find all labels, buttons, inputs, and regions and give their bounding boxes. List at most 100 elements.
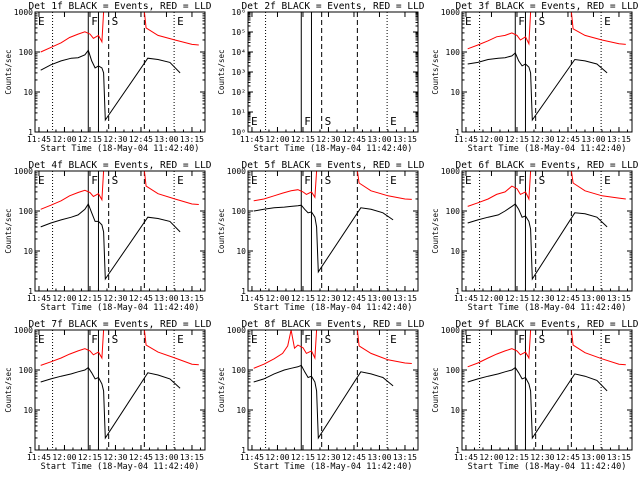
x-tick-label: 13:00 — [581, 294, 605, 303]
y-tick-label: 10 — [23, 247, 33, 256]
x-tick-label: 13:00 — [367, 135, 391, 144]
x-tick-label: 12:15 — [78, 453, 102, 462]
y-tick-label: 10³ — [232, 68, 246, 77]
y-tick-label: 10⁴ — [232, 48, 246, 57]
y-tick-label: 1000 — [441, 167, 460, 176]
x-axis-label: Start Time (18-May-04 11:42:40) — [254, 462, 413, 472]
x-tick-label: 13:15 — [180, 135, 204, 144]
time-marker-label: F — [91, 15, 98, 28]
time-marker-label: F — [304, 174, 311, 187]
panel-title: Det 5f BLACK = Events, RED = LLD — [241, 160, 424, 171]
y-tick-label: 10 — [450, 247, 460, 256]
y-tick-label: 1000 — [14, 167, 33, 176]
x-tick-label: 13:00 — [154, 453, 178, 462]
y-tick-label: 1 — [455, 446, 460, 455]
y-tick-label: 1000 — [441, 326, 460, 335]
events-series-line — [40, 366, 181, 440]
time-marker-label: E — [251, 174, 258, 187]
plot-frame — [247, 11, 419, 133]
x-tick-label: 11:45 — [27, 135, 51, 144]
time-marker-label: E — [251, 115, 258, 128]
x-tick-label: 11:45 — [454, 294, 478, 303]
x-tick-label: 13:15 — [393, 453, 417, 462]
x-tick-label: 12:00 — [265, 135, 289, 144]
plot-frame — [461, 11, 633, 133]
time-marker-label: E — [390, 115, 397, 128]
x-axis-label: Start Time (18-May-04 11:42:40) — [468, 303, 627, 313]
x-tick-label: 13:15 — [393, 135, 417, 144]
plot-frame — [34, 329, 206, 451]
y-tick-label: 1 — [28, 446, 33, 455]
time-marker-label: S — [539, 333, 546, 346]
x-axis-label: Start Time (18-May-04 11:42:40) — [41, 462, 200, 472]
y-tick-label: 10 — [236, 247, 246, 256]
time-marker-label: E — [465, 333, 472, 346]
panel-title: Det 8f BLACK = Events, RED = LLD — [241, 319, 424, 330]
x-tick-label: 13:00 — [581, 453, 605, 462]
plot-frame — [461, 170, 633, 292]
events-series-line — [467, 203, 608, 281]
y-tick-label: 10⁰ — [232, 128, 246, 137]
x-tick-label: 11:45 — [240, 135, 264, 144]
events-series-line — [253, 204, 394, 274]
x-axis-label: Start Time (18-May-04 11:42:40) — [468, 462, 627, 472]
panel-title: Det 3f BLACK = Events, RED = LLD — [455, 1, 638, 12]
detector-panel: Det 8f BLACK = Events, RED = LLD E F S E 1 10 1… — [217, 319, 425, 472]
x-tick-label: 12:30 — [316, 294, 340, 303]
x-tick-label: 12:00 — [265, 453, 289, 462]
y-tick-label: 10 — [236, 406, 246, 415]
x-tick-label: 11:45 — [27, 294, 51, 303]
y-tick-label: 1000 — [14, 8, 33, 17]
events-series-line — [467, 52, 608, 122]
time-marker-label: S — [539, 174, 546, 187]
x-axis-label: Start Time (18-May-04 11:42:40) — [41, 144, 200, 154]
x-tick-label: 12:00 — [52, 453, 76, 462]
lld-series-line — [40, 11, 199, 53]
x-axis-label: Start Time (18-May-04 11:42:40) — [254, 303, 413, 313]
events-series-line — [40, 49, 181, 122]
time-marker-label: E — [38, 174, 45, 187]
panel-title: Det 1f BLACK = Events, RED = LLD — [28, 1, 211, 12]
time-marker-label: F — [91, 333, 98, 346]
time-marker-label: E — [177, 174, 184, 187]
events-series-line — [40, 202, 181, 281]
time-marker-label: E — [465, 174, 472, 187]
lld-series-line — [40, 170, 199, 210]
y-tick-label: 100 — [232, 366, 247, 375]
lld-series-line — [467, 11, 626, 50]
detector-panel: Det 6f BLACK = Events, RED = LLD E F S E 1 10 1… — [431, 160, 639, 313]
y-tick-label: 100 — [19, 207, 34, 216]
time-marker-label: E — [465, 15, 472, 28]
time-marker-label: E — [604, 174, 611, 187]
time-marker-label: E — [390, 333, 397, 346]
plot-frame — [34, 11, 206, 133]
y-tick-label: 1000 — [227, 167, 246, 176]
panel-title: Det 7f BLACK = Events, RED = LLD — [28, 319, 211, 330]
time-marker-label: F — [91, 174, 98, 187]
x-tick-label: 13:15 — [393, 294, 417, 303]
x-axis-label: Start Time (18-May-04 11:42:40) — [41, 303, 200, 313]
y-tick-label: 1 — [28, 287, 33, 296]
lld-series-line — [40, 329, 199, 366]
x-tick-label: 11:45 — [27, 453, 51, 462]
x-tick-label: 13:15 — [607, 135, 631, 144]
plot-frame — [461, 329, 633, 451]
y-tick-label: 1 — [455, 128, 460, 137]
x-tick-label: 12:00 — [265, 294, 289, 303]
x-tick-label: 13:15 — [607, 453, 631, 462]
plot-frame — [247, 329, 419, 451]
x-tick-label: 11:45 — [240, 453, 264, 462]
detector-panel: Det 9f BLACK = Events, RED = LLD E F S E 1 10 1… — [431, 319, 639, 472]
time-marker-label: S — [112, 333, 119, 346]
plot-frame — [34, 170, 206, 292]
x-tick-label: 12:00 — [479, 135, 503, 144]
y-tick-label: 100 — [19, 366, 34, 375]
y-tick-label: 10⁵ — [232, 28, 246, 37]
x-tick-label: 12:45 — [129, 453, 153, 462]
y-tick-label: 1000 — [14, 326, 33, 335]
y-tick-label: 10 — [23, 88, 33, 97]
x-tick-label: 12:45 — [556, 453, 580, 462]
y-axis-label: Counts/sec — [4, 367, 13, 412]
x-tick-label: 13:15 — [180, 453, 204, 462]
y-axis-label: Counts/sec — [431, 208, 440, 253]
